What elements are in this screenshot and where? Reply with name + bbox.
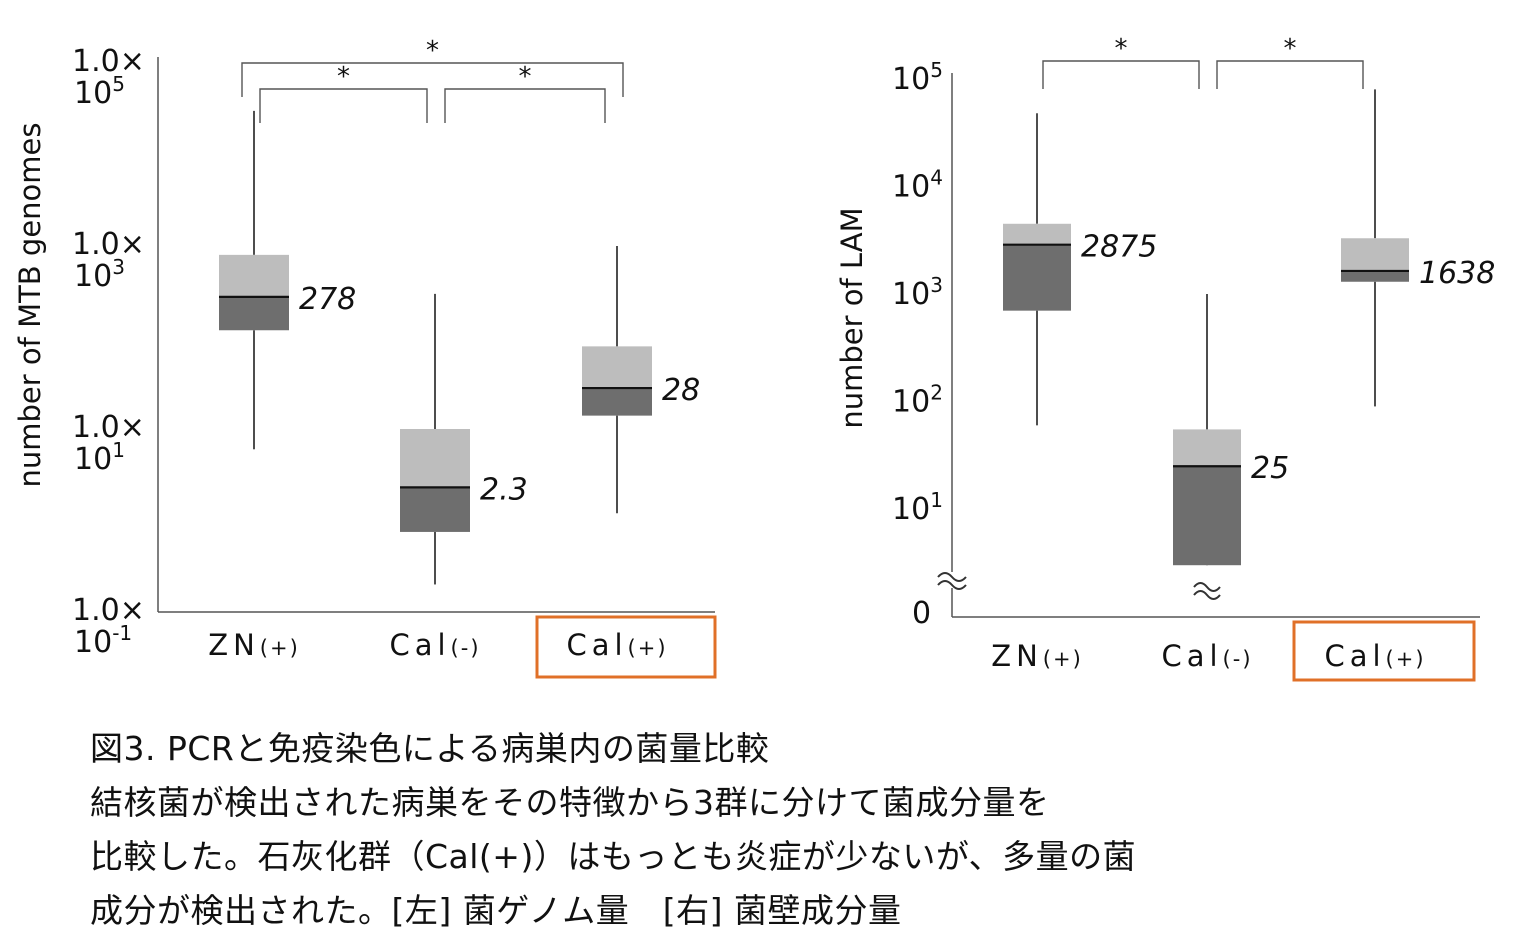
figure-charts: number of MTB genomes1.0×1051.0×1031.0×1… xyxy=(13,34,1495,682)
significance-bracket xyxy=(259,88,428,123)
box-lower-quartile xyxy=(1341,270,1409,282)
whisker-break-gap xyxy=(1198,582,1216,598)
caption-line: 結核菌が検出された病巣をその特徴から3群に分けて菌成分量を xyxy=(90,783,1050,822)
median-value-label: 2.3 xyxy=(480,472,528,507)
y-tick-label-prefix: 1.0× xyxy=(72,227,145,262)
box-upper-quartile xyxy=(582,346,652,389)
median-value-label: 2875 xyxy=(1081,230,1157,265)
box-upper-quartile xyxy=(1003,223,1071,245)
significance-bracket xyxy=(1216,60,1364,89)
y-tick-label: 104 xyxy=(892,166,943,205)
y-tick-label: 0 xyxy=(912,596,931,631)
y-tick-label: 101 xyxy=(74,438,125,477)
significance-star: * xyxy=(1115,34,1128,64)
y-tick-label-prefix: 1.0× xyxy=(72,44,145,79)
median-value-label: 278 xyxy=(299,282,356,317)
caption-title: 図3. PCRと免疫染色による病巣内の菌量比較 xyxy=(90,729,770,768)
box-lower-quartile xyxy=(400,487,470,532)
category-label: ZN(+) xyxy=(208,628,300,662)
chart-lam: number of LAM 105 104 103 102 101 0 2875 25 1638 *… xyxy=(835,34,1495,682)
significance-star: * xyxy=(1284,34,1297,64)
figure-caption: 図3. PCRと免疫染色による病巣内の菌量比較 結核菌が検出された病巣をその特徴… xyxy=(90,722,1490,938)
box-upper-quartile xyxy=(219,254,289,297)
median-value-label: 25 xyxy=(1251,451,1289,486)
caption-line: 比較した。石灰化群（Cal(+)）はもっとも炎症が少ないが、多量の菌 xyxy=(90,837,1137,876)
significance-star: * xyxy=(519,62,532,92)
median-value-label: 28 xyxy=(662,373,700,408)
category-label: Cal(-) xyxy=(389,628,480,662)
category-label: ZN(+) xyxy=(991,639,1083,673)
highlight-frame xyxy=(535,615,717,679)
y-axis-label: number of MTB genomes xyxy=(13,123,47,488)
y-axis-label: number of LAM xyxy=(835,207,869,428)
significance-star: * xyxy=(337,62,350,92)
box-upper-quartile xyxy=(400,429,470,488)
axis-break-gap xyxy=(942,572,962,588)
y-tick-label: 101 xyxy=(892,488,943,527)
box-upper-quartile xyxy=(1341,238,1409,271)
box-lower-quartile xyxy=(219,296,289,331)
y-tick-label: 102 xyxy=(892,381,943,420)
y-tick-label: 105 xyxy=(892,58,943,97)
median-value-label: 1638 xyxy=(1419,256,1495,291)
box-lower-quartile xyxy=(582,388,652,416)
caption-line: 成分が検出された。[左] 菌ゲノム量 [右] 菌壁成分量 xyxy=(90,891,902,930)
whisker-break-mark xyxy=(1193,582,1221,592)
y-tick-label: 105 xyxy=(74,72,125,111)
box-lower-quartile xyxy=(1173,466,1241,566)
y-tick-label-prefix: 1.0× xyxy=(72,593,145,628)
box-upper-quartile xyxy=(1173,429,1241,467)
category-label: Cal(+) xyxy=(1324,639,1425,673)
category-label: Cal(-) xyxy=(1161,639,1252,673)
axis-break-mark xyxy=(937,580,967,590)
significance-bracket xyxy=(444,88,606,123)
highlight-frame xyxy=(1292,620,1476,682)
significance-bracket xyxy=(1042,60,1200,89)
y-tick-label-prefix: 1.0× xyxy=(72,410,145,445)
category-label: Cal(+) xyxy=(566,628,667,662)
significance-bracket xyxy=(241,62,624,97)
y-tick-label: 103 xyxy=(892,273,943,312)
significance-star: * xyxy=(426,36,439,66)
box-lower-quartile xyxy=(1003,244,1071,311)
y-tick-label: 10-1 xyxy=(74,621,132,660)
axis-break-mark xyxy=(937,572,967,582)
chart-mtb-genomes: number of MTB genomes1.0×1051.0×1031.0×1… xyxy=(13,36,717,679)
y-tick-label: 103 xyxy=(74,255,125,294)
whisker-break-mark xyxy=(1193,590,1221,600)
